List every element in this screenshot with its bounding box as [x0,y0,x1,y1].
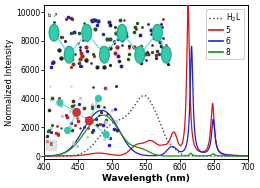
Y-axis label: Normalized Intensity: Normalized Intensity [5,38,14,126]
X-axis label: Wavelength (nm): Wavelength (nm) [102,174,190,183]
Legend: H$_2$L, 5, 6, 8: H$_2$L, 5, 6, 8 [206,9,244,59]
